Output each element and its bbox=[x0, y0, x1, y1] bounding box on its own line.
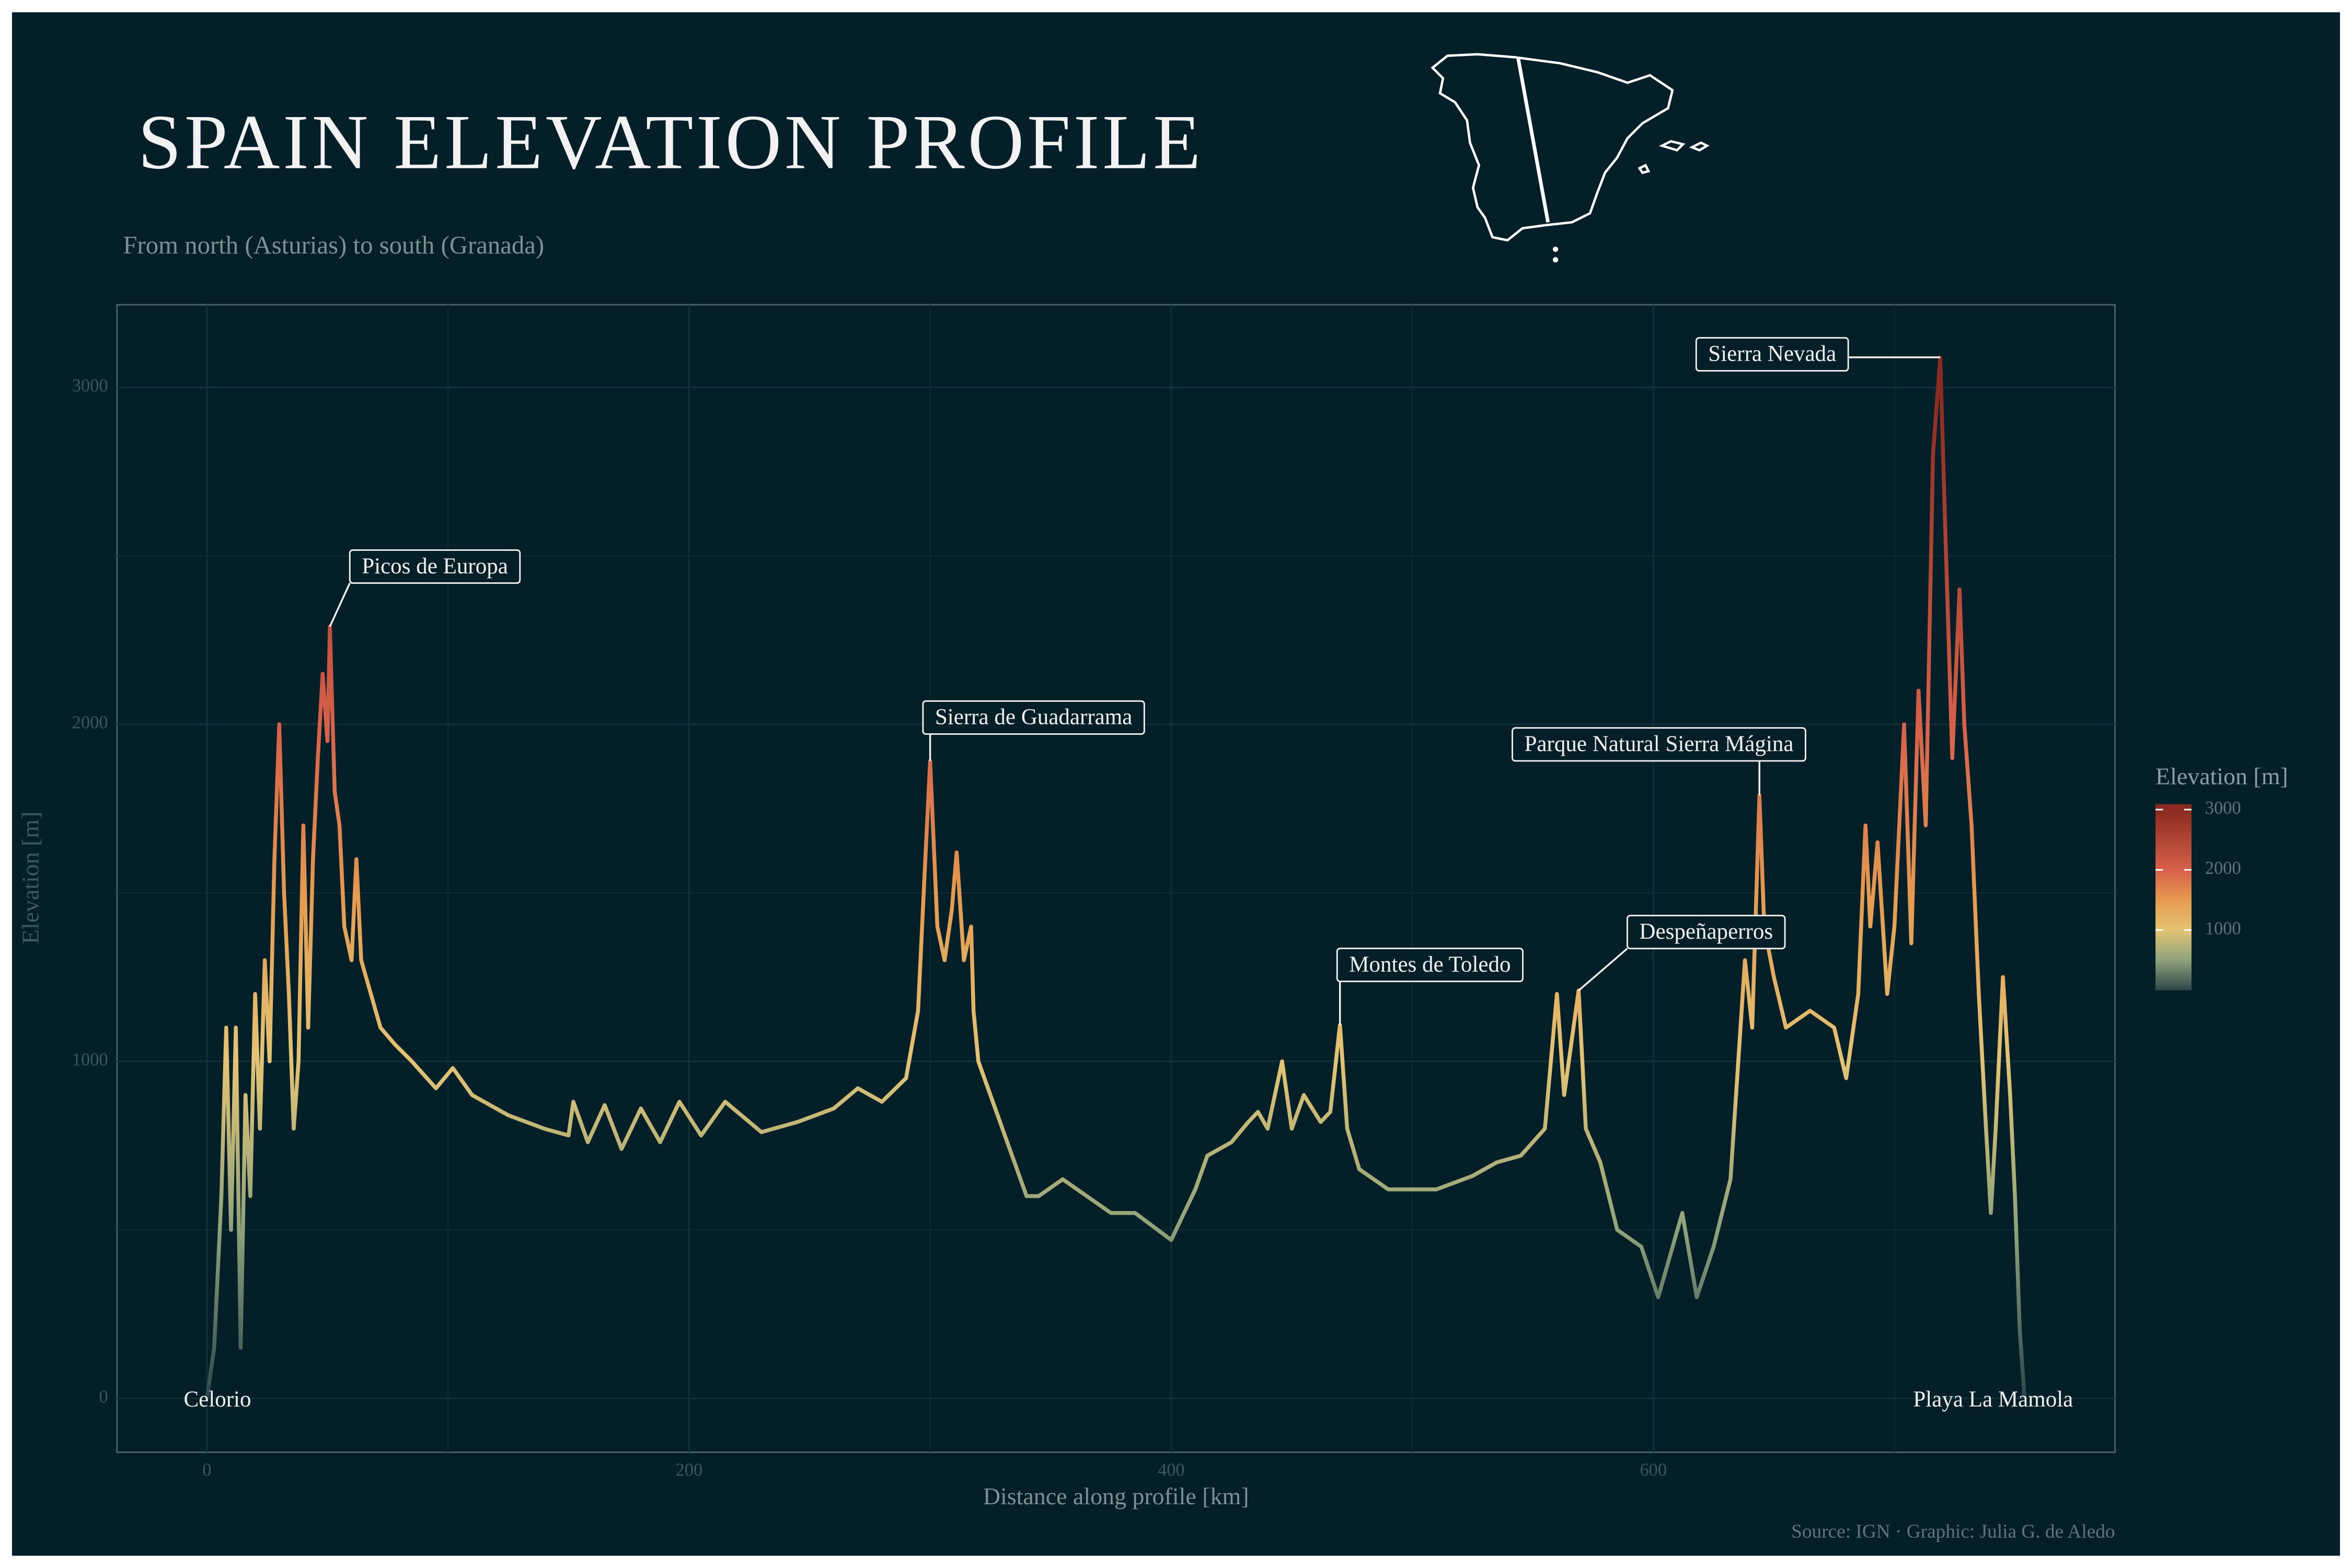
annotation-label: Despeñaperros bbox=[1639, 919, 1773, 944]
x-tick-label: 0 bbox=[202, 1460, 211, 1480]
annotation: Despeñaperros bbox=[1578, 915, 1786, 991]
y-tick-label: 1000 bbox=[72, 1050, 108, 1070]
annotation-box bbox=[349, 549, 521, 584]
map-dot bbox=[1552, 257, 1559, 263]
annotation-label: Montes de Toledo bbox=[1349, 952, 1511, 977]
annotation-leader bbox=[329, 582, 351, 627]
annotation-box bbox=[1336, 948, 1524, 983]
annotation: Picos de Europa bbox=[329, 549, 521, 627]
background bbox=[11, 12, 2341, 1556]
annotation-leader bbox=[1578, 948, 1628, 991]
annotation: Sierra de Guadarrama bbox=[922, 700, 1145, 762]
plot: Celorio Playa La Mamola Picos de Europa Sie… bbox=[183, 337, 2073, 1412]
annotation: Montes de Toledo bbox=[1336, 948, 1524, 1025]
colorbar-tick-label: 3000 bbox=[2205, 798, 2241, 818]
map-islands bbox=[1638, 140, 1710, 175]
annotation-box bbox=[1695, 337, 1849, 372]
annotation-label: Parque Natural Sierra Mágina bbox=[1524, 732, 1793, 756]
spain-map bbox=[1431, 53, 1710, 263]
x-axis-title: Distance along profile [km] bbox=[983, 1483, 1249, 1509]
caption: Source: IGN · Graphic: Julia G. de Aledo bbox=[1791, 1521, 2115, 1542]
colorbar-tick-label: 1000 bbox=[2205, 918, 2241, 938]
x-tick-label: 400 bbox=[1158, 1460, 1185, 1480]
legend: Elevation [m] 1000 2000 3000 bbox=[2155, 763, 2288, 990]
annotation: Sierra Nevada bbox=[1695, 337, 1941, 372]
annotation: Parque Natural Sierra Mágina bbox=[1512, 727, 1806, 795]
panel-border bbox=[116, 304, 2116, 1453]
colorbar bbox=[2155, 804, 2192, 990]
y-axis-title: Elevation [m] bbox=[17, 812, 44, 944]
legend-title: Elevation [m] bbox=[2155, 763, 2288, 789]
x-tick-label: 600 bbox=[1640, 1460, 1667, 1480]
annotation-label: Picos de Europa bbox=[362, 554, 508, 579]
map-outline bbox=[1431, 53, 1674, 242]
start-label: Celorio bbox=[183, 1387, 251, 1412]
profile-line-on-map bbox=[1516, 56, 1550, 223]
annotation-box bbox=[922, 700, 1145, 735]
end-label: Playa La Mamola bbox=[1913, 1387, 2073, 1412]
map-dot bbox=[1552, 246, 1559, 252]
elevation-line bbox=[205, 355, 2027, 1399]
y-tick-label: 0 bbox=[99, 1387, 108, 1406]
y-tick-label: 3000 bbox=[72, 376, 108, 396]
annotation-label: Sierra de Guadarrama bbox=[935, 705, 1133, 730]
annotation-box bbox=[1627, 915, 1786, 950]
x-tick-label: 200 bbox=[676, 1460, 703, 1480]
chart-subtitle: From north (Asturias) to south (Granada) bbox=[123, 231, 544, 259]
colorbar-tick-label: 2000 bbox=[2205, 858, 2241, 878]
y-tick-label: 2000 bbox=[72, 713, 108, 733]
annotation-box bbox=[1512, 727, 1806, 762]
annotation-label: Sierra Nevada bbox=[1708, 342, 1836, 366]
chart-title: SPAIN ELEVATION PROFILE bbox=[138, 99, 1204, 186]
